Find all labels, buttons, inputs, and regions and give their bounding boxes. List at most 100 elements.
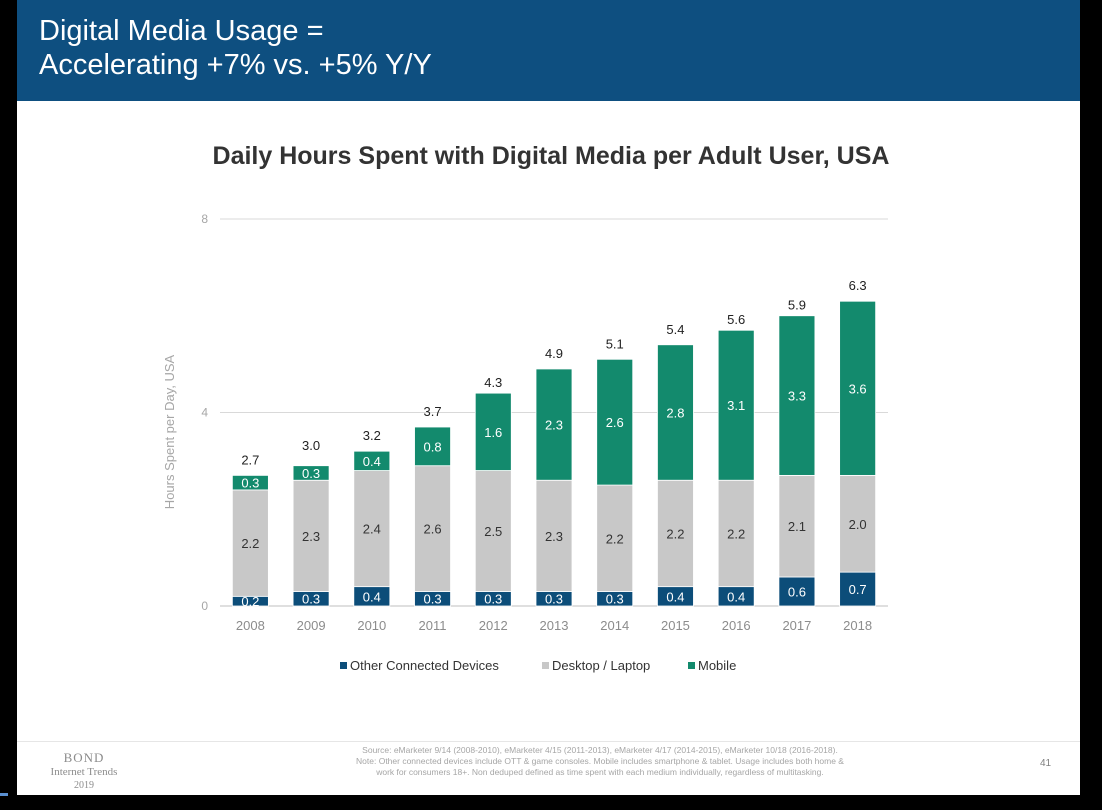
data-label: 0.4 bbox=[727, 589, 745, 604]
total-label: 2.7 bbox=[241, 452, 259, 467]
total-label: 4.3 bbox=[484, 375, 502, 390]
bar-segment-mobile bbox=[839, 300, 877, 476]
x-tick-label: 2011 bbox=[419, 618, 447, 633]
data-label: 0.3 bbox=[484, 592, 502, 607]
data-label: 3.6 bbox=[849, 381, 867, 396]
data-label: 0.3 bbox=[241, 476, 259, 491]
bar-segment-mobile bbox=[657, 344, 694, 481]
y-tick-label: 0 bbox=[201, 599, 208, 613]
bar-segment-mobile bbox=[231, 474, 269, 491]
data-label: 3.3 bbox=[788, 389, 806, 404]
bar-segment-mobile bbox=[292, 465, 330, 481]
data-label: 2.2 bbox=[727, 526, 745, 541]
y-axis-label: Hours Spent per Day, USA bbox=[162, 354, 177, 509]
source-line-3: work for consumers 18+. Non deduped defi… bbox=[376, 767, 824, 777]
source-line-2: Note: Other connected devices include OT… bbox=[356, 756, 844, 766]
data-label: 2.2 bbox=[666, 526, 684, 541]
data-label: 2.0 bbox=[849, 517, 867, 532]
data-label: 0.3 bbox=[302, 466, 320, 481]
data-label: 2.5 bbox=[484, 524, 502, 539]
source-line-1: Source: eMarketer 9/14 (2008-2010), eMar… bbox=[362, 745, 838, 755]
data-label: 2.3 bbox=[545, 529, 563, 544]
data-label: 2.2 bbox=[606, 531, 624, 546]
x-tick-label: 2016 bbox=[722, 618, 751, 633]
bar-segment-mobile bbox=[414, 426, 451, 467]
data-label: 0.3 bbox=[424, 592, 442, 607]
bar-segment-mobile bbox=[717, 329, 755, 481]
header-bar: Digital Media Usage = Accelerating +7% v… bbox=[17, 0, 1080, 101]
y-tick-label: 8 bbox=[201, 212, 208, 226]
corner-accent bbox=[0, 793, 8, 796]
legend-swatch bbox=[340, 662, 347, 669]
slide-title: Digital Media Usage = Accelerating +7% v… bbox=[39, 14, 432, 82]
bar-segment-desktop-laptop bbox=[292, 479, 330, 592]
x-tick-label: 2009 bbox=[297, 618, 326, 633]
bond-logo-line-1: BOND bbox=[63, 750, 105, 765]
bar-segment-desktop-laptop bbox=[778, 474, 816, 578]
data-label: 0.3 bbox=[545, 592, 563, 607]
bond-logo-line-3: 2019 bbox=[74, 780, 94, 791]
legend-swatch bbox=[542, 662, 549, 669]
slide-title-line-1: Digital Media Usage = bbox=[39, 15, 324, 47]
data-label: 0.4 bbox=[363, 589, 381, 604]
total-label: 6.3 bbox=[849, 278, 867, 293]
data-label: 2.6 bbox=[424, 522, 442, 537]
x-tick-label: 2018 bbox=[843, 618, 872, 633]
x-tick-label: 2008 bbox=[236, 618, 265, 633]
chart-title: Daily Hours Spent with Digital Media per… bbox=[212, 142, 890, 170]
total-label: 3.0 bbox=[302, 438, 320, 453]
bond-logo-line-2: Internet Trends bbox=[50, 766, 118, 778]
data-label: 0.4 bbox=[666, 589, 684, 604]
bar-segment-desktop-laptop bbox=[535, 479, 573, 592]
data-label: 2.1 bbox=[788, 519, 806, 534]
slide-title-line-2: Accelerating +7% vs. +5% Y/Y bbox=[39, 49, 432, 81]
bar-segment-mobile bbox=[596, 358, 634, 486]
data-label: 2.3 bbox=[302, 529, 320, 544]
bar-segment-mobile bbox=[535, 368, 573, 481]
total-label: 4.9 bbox=[545, 346, 563, 361]
x-tick-label: 2013 bbox=[540, 618, 569, 633]
x-tick-label: 2014 bbox=[600, 618, 629, 633]
bar-segment-mobile bbox=[353, 450, 391, 471]
y-tick-label: 4 bbox=[201, 406, 208, 420]
bar-segment-desktop-laptop bbox=[474, 470, 512, 592]
data-label: 0.3 bbox=[606, 592, 624, 607]
source-note: Source: eMarketer 9/14 (2008-2010), eMar… bbox=[300, 745, 900, 778]
data-label: 1.6 bbox=[484, 425, 502, 440]
data-label: 0.8 bbox=[424, 439, 442, 454]
footer-divider bbox=[17, 741, 1080, 742]
bar-segment-mobile bbox=[474, 392, 512, 471]
total-label: 5.6 bbox=[727, 312, 745, 327]
total-label: 5.9 bbox=[788, 298, 806, 313]
total-label: 5.1 bbox=[606, 336, 624, 351]
data-label: 0.3 bbox=[302, 592, 320, 607]
page-number: 41 bbox=[1040, 758, 1052, 769]
total-label: 5.4 bbox=[666, 322, 684, 337]
x-tick-label: 2012 bbox=[479, 618, 508, 633]
bar-segment-desktop-laptop bbox=[596, 484, 634, 592]
legend-swatch bbox=[688, 662, 695, 669]
data-label: 2.2 bbox=[241, 536, 259, 551]
legend-label: Desktop / Laptop bbox=[552, 658, 650, 673]
data-label: 2.4 bbox=[363, 522, 381, 537]
bar-segment-desktop-laptop bbox=[717, 479, 755, 588]
data-label: 2.6 bbox=[606, 415, 624, 430]
data-label: 0.2 bbox=[241, 594, 259, 609]
data-label: 0.4 bbox=[363, 454, 381, 469]
stacked-bar-chart: 0 4 8 Hours Spent per Day, USA 0.2 2.2 0.3 2.7 2… bbox=[162, 212, 888, 673]
total-label: 3.7 bbox=[424, 404, 442, 419]
x-tick-label: 2010 bbox=[357, 618, 386, 633]
data-label: 0.6 bbox=[788, 584, 806, 599]
legend-label: Other Connected Devices bbox=[350, 658, 499, 673]
bar-segment-other-connected-devices bbox=[839, 571, 877, 607]
x-tick-label: 2017 bbox=[782, 618, 811, 633]
data-label: 0.7 bbox=[849, 582, 867, 597]
bar-segment-desktop-laptop bbox=[231, 489, 269, 597]
legend-label: Mobile bbox=[698, 658, 736, 673]
data-label: 3.1 bbox=[727, 398, 745, 413]
bar-segment-mobile bbox=[778, 315, 816, 476]
bond-logo: BOND Internet Trends 2019 bbox=[38, 750, 130, 792]
total-label: 3.2 bbox=[363, 428, 381, 443]
x-tick-label: 2015 bbox=[661, 618, 690, 633]
data-label: 2.8 bbox=[666, 406, 684, 421]
